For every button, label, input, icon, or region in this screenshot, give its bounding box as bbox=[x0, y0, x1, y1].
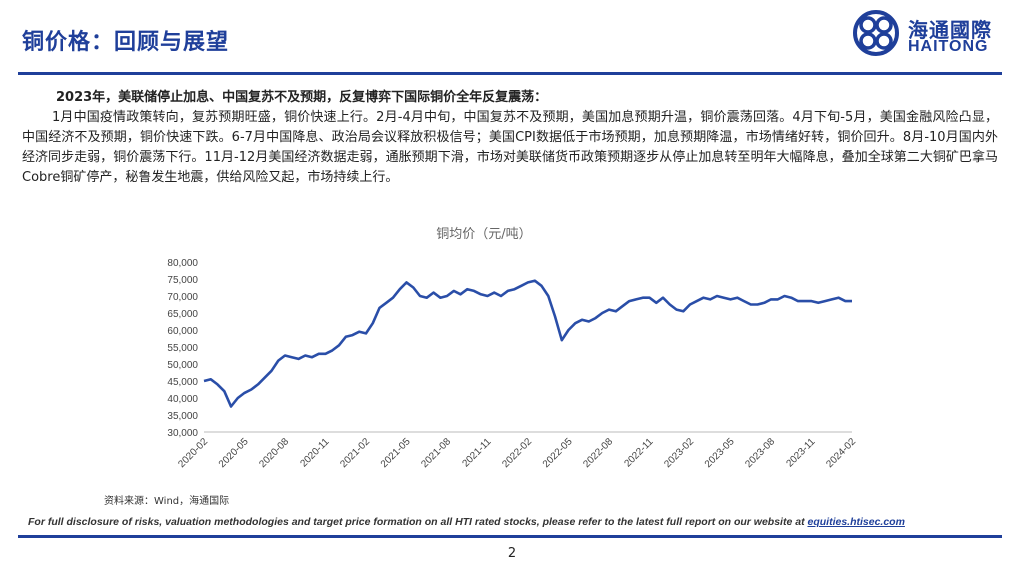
x-axis: 2020-02 2020-05 2020-08 2020-11 2021-02 2021-… bbox=[176, 436, 858, 470]
x-tick-label: 2021-08 bbox=[419, 436, 453, 470]
page-title: 铜价格：回顾与展望 bbox=[22, 30, 230, 55]
y-tick-label: 50,000 bbox=[167, 360, 198, 371]
chart-title: 铜均价（元/吨） bbox=[436, 227, 531, 242]
footer-divider bbox=[18, 535, 1002, 538]
y-tick-label: 75,000 bbox=[167, 275, 198, 286]
x-tick-label: 2024-02 bbox=[824, 436, 858, 470]
website-link[interactable]: equities.htisec.com bbox=[807, 516, 905, 528]
source-note: 资料来源：Wind，海通国际 bbox=[104, 496, 230, 507]
y-axis: 30,000 35,000 40,000 45,000 50,000 55,000 60,0… bbox=[167, 258, 852, 439]
x-tick-label: 2022-11 bbox=[622, 436, 656, 470]
y-tick-label: 55,000 bbox=[167, 343, 198, 354]
y-tick-label: 70,000 bbox=[167, 292, 198, 303]
x-tick-label: 2020-05 bbox=[217, 436, 251, 470]
x-tick-label: 2020-11 bbox=[298, 436, 332, 470]
y-tick-label: 65,000 bbox=[167, 309, 198, 320]
x-tick-label: 2021-11 bbox=[460, 436, 494, 470]
x-tick-label: 2022-05 bbox=[541, 436, 575, 470]
series-line bbox=[203, 279, 852, 408]
x-tick-label: 2021-05 bbox=[379, 436, 413, 470]
y-tick-label: 30,000 bbox=[167, 428, 198, 439]
body-text: 2023年，美联储停止加息、中国复苏不及预期，反复博弈下国际铜价全年反复震荡： … bbox=[22, 88, 998, 188]
disclaimer-text: For full disclosure of risks, valuation … bbox=[28, 516, 808, 528]
logo-text-en: HAITONG bbox=[908, 38, 989, 55]
haitong-emblem-icon bbox=[853, 10, 899, 56]
x-tick-label: 2023-02 bbox=[662, 436, 696, 470]
x-tick-label: 2021-02 bbox=[338, 436, 372, 470]
y-tick-label: 80,000 bbox=[167, 258, 198, 269]
haitong-logo: 海通國際 HAITONG bbox=[850, 8, 1010, 58]
logo-text-cn: 海通國際 bbox=[908, 18, 992, 42]
y-tick-label: 40,000 bbox=[167, 394, 198, 405]
page-number: 2 bbox=[507, 546, 517, 561]
x-tick-label: 2020-02 bbox=[176, 436, 210, 470]
x-tick-label: 2023-08 bbox=[743, 436, 777, 470]
copper-price-chart: 铜均价（元/吨） 30,000 35,000 40,000 45,000 50,000 5… bbox=[167, 227, 858, 470]
x-tick-label: 2022-08 bbox=[581, 436, 615, 470]
x-tick-label: 2022-02 bbox=[500, 436, 534, 470]
y-tick-label: 60,000 bbox=[167, 326, 198, 337]
x-tick-label: 2023-05 bbox=[703, 436, 737, 470]
lead-sentence: 2023年，美联储停止加息、中国复苏不及预期，反复博弈下国际铜价全年反复震荡： bbox=[56, 90, 548, 105]
x-tick-label: 2023-11 bbox=[784, 436, 818, 470]
x-tick-label: 2020-08 bbox=[257, 436, 291, 470]
header-divider bbox=[18, 72, 1002, 75]
y-tick-label: 45,000 bbox=[167, 377, 198, 388]
body-paragraph: 1月中国疫情政策转向，复苏预期旺盛，铜价快速上行。2月-4月中旬，中国复苏不及预… bbox=[22, 110, 998, 185]
y-tick-label: 35,000 bbox=[167, 411, 198, 422]
disclaimer: For full disclosure of risks, valuation … bbox=[28, 516, 1008, 528]
